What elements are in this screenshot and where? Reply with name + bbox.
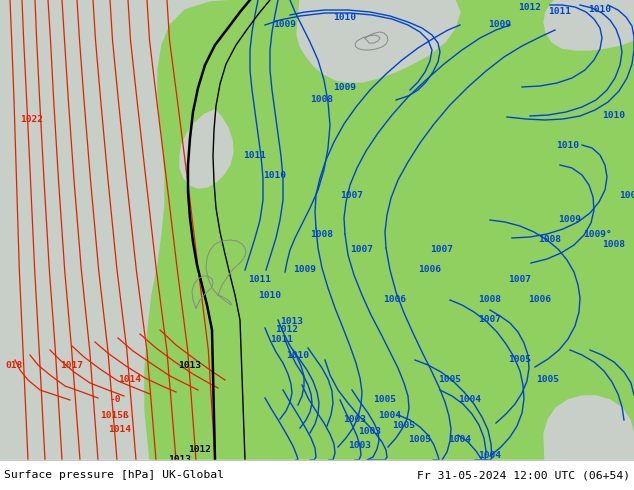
- Text: 1004: 1004: [479, 450, 501, 460]
- Text: 1008: 1008: [602, 241, 626, 249]
- Text: 1003: 1003: [358, 427, 382, 437]
- Text: 1013: 1013: [280, 318, 304, 326]
- Text: 1013: 1013: [179, 361, 202, 369]
- Text: 1012: 1012: [188, 445, 212, 455]
- Text: 1014: 1014: [118, 375, 141, 385]
- Polygon shape: [297, 0, 460, 82]
- Text: 1010: 1010: [333, 14, 356, 23]
- Text: -0: -0: [110, 395, 122, 405]
- Text: 1010: 1010: [588, 5, 612, 15]
- Text: 1014: 1014: [108, 425, 131, 435]
- Text: 1005: 1005: [392, 420, 415, 430]
- Text: 1012: 1012: [519, 3, 541, 13]
- Text: Surface pressure [hPa] UK-Global: Surface pressure [hPa] UK-Global: [4, 470, 224, 480]
- Text: 1005: 1005: [408, 436, 432, 444]
- Text: 1012: 1012: [276, 325, 299, 335]
- Polygon shape: [145, 0, 634, 460]
- Text: 1008: 1008: [311, 230, 333, 240]
- Text: 1005: 1005: [439, 375, 462, 385]
- Text: 1007: 1007: [351, 245, 373, 254]
- Text: 1006: 1006: [384, 295, 406, 304]
- Text: 1007: 1007: [479, 316, 501, 324]
- Text: 1007: 1007: [508, 275, 531, 285]
- Text: 1008: 1008: [311, 96, 333, 104]
- Text: 1005: 1005: [373, 395, 396, 405]
- Text: 1017: 1017: [60, 361, 83, 369]
- Text: 1009: 1009: [559, 216, 581, 224]
- Text: 1009: 1009: [333, 83, 356, 93]
- Text: 1008: 1008: [538, 236, 562, 245]
- Text: 1007: 1007: [340, 191, 363, 199]
- Polygon shape: [544, 0, 634, 50]
- Text: 1008: 1008: [479, 295, 501, 304]
- Text: 1004: 1004: [448, 436, 472, 444]
- Bar: [0, 460, 634, 490]
- Polygon shape: [180, 110, 233, 188]
- Text: 1008∤: 1008∤: [619, 191, 634, 199]
- Text: 1009: 1009: [273, 21, 297, 29]
- Text: 1011: 1011: [271, 336, 294, 344]
- Text: 1009°: 1009°: [584, 230, 612, 240]
- Text: 1010: 1010: [259, 291, 281, 299]
- Text: 1011: 1011: [243, 150, 266, 160]
- Text: 1004: 1004: [458, 395, 481, 405]
- Text: 1010: 1010: [264, 171, 287, 179]
- Text: 1003: 1003: [344, 416, 366, 424]
- Text: Fr 31-05-2024 12:00 UTC (06+54): Fr 31-05-2024 12:00 UTC (06+54): [417, 470, 630, 480]
- Text: 1005: 1005: [508, 356, 531, 365]
- Text: 1010: 1010: [602, 111, 626, 120]
- Text: 1011: 1011: [548, 7, 571, 17]
- Text: 1010: 1010: [557, 141, 579, 149]
- Text: 1004: 1004: [378, 411, 401, 419]
- Text: 1006: 1006: [529, 295, 552, 304]
- Text: 1010: 1010: [287, 350, 309, 360]
- Text: 1009: 1009: [489, 21, 512, 29]
- Text: 018: 018: [5, 361, 22, 369]
- Text: 1022: 1022: [20, 116, 43, 124]
- Text: 1013: 1013: [169, 456, 191, 465]
- Text: 1006: 1006: [418, 266, 441, 274]
- Polygon shape: [544, 396, 634, 460]
- Text: 1007: 1007: [430, 245, 453, 254]
- Text: 1009: 1009: [294, 266, 316, 274]
- Text: 1005: 1005: [536, 375, 559, 385]
- Text: 1015ß: 1015ß: [100, 411, 129, 419]
- Text: 1011: 1011: [249, 275, 271, 285]
- Text: 1003: 1003: [349, 441, 372, 449]
